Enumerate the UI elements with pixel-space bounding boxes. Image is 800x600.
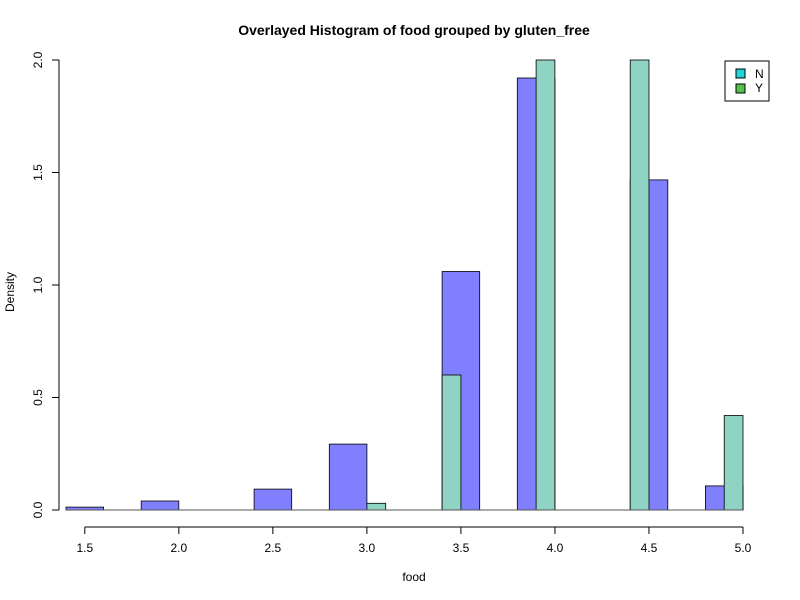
x-axis: 1.5 2.0 2.5 3.0 3.5 4.0 4.5 5.0: [76, 526, 752, 555]
y-tick-label: 2.0: [31, 51, 45, 68]
legend-label-n: N: [755, 67, 764, 81]
bar-y-0: [366, 502, 387, 511]
legend-swatch-n: [735, 68, 746, 79]
bars-layer: [65, 59, 744, 511]
bar-n-2: [253, 488, 293, 511]
bar-n-3: [328, 443, 368, 511]
y-tick-label: 0.5: [31, 389, 45, 406]
y-axis: 0.0 0.5 1.0 1.5 2.0: [31, 51, 60, 518]
y-tick-label: 1.5: [31, 164, 45, 181]
x-tick-label: 4.5: [641, 541, 658, 555]
legend-box: [724, 60, 770, 102]
bar-y-1: [441, 374, 462, 511]
x-tick-label: 3.0: [359, 541, 376, 555]
x-tick-label: 2.0: [170, 541, 187, 555]
y-axis-label: Density: [3, 272, 17, 312]
x-tick-label: 4.0: [547, 541, 564, 555]
bar-y-4: [723, 415, 744, 511]
x-tick-label: 5.0: [735, 541, 752, 555]
y-tick-label: 0.0: [31, 501, 45, 518]
bar-n-1: [140, 500, 180, 511]
legend: N Y: [724, 60, 770, 102]
bar-y-2: [535, 59, 556, 511]
y-tick-label: 1.0: [31, 276, 45, 293]
x-tick-label: 3.5: [453, 541, 470, 555]
legend-swatch-y: [735, 83, 746, 94]
x-tick-label: 2.5: [265, 541, 282, 555]
legend-label-y: Y: [755, 81, 763, 95]
chart-title: Overlayed Histogram of food grouped by g…: [238, 22, 590, 38]
x-tick-label: 1.5: [76, 541, 93, 555]
x-axis-label: food: [402, 570, 425, 584]
bar-y-3: [629, 59, 650, 511]
